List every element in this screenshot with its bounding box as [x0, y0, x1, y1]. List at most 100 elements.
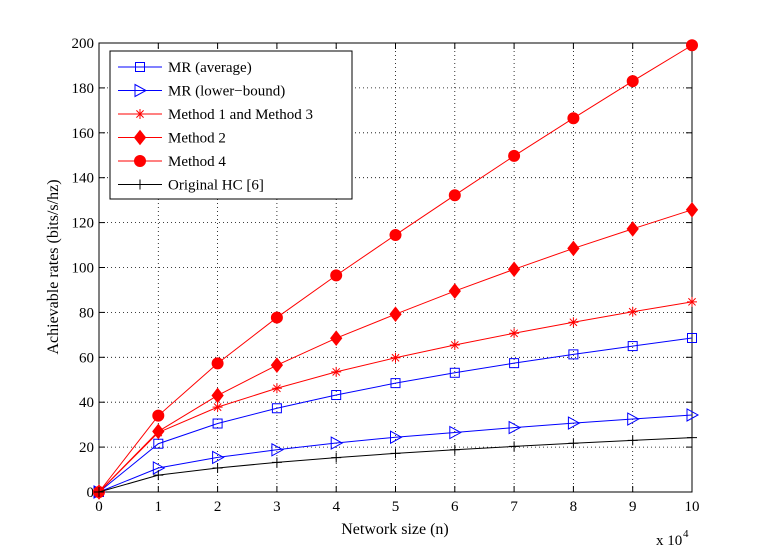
data-point-s0-7 [509, 358, 520, 369]
data-point-s5-3 [271, 457, 282, 468]
data-point-s0-9 [627, 341, 638, 352]
data-point-s5-5 [390, 448, 401, 459]
data-point-s3-8 [567, 240, 580, 257]
data-point-s0-1 [153, 438, 164, 449]
data-point-s0-4 [331, 390, 342, 401]
data-point-s4-5 [389, 228, 402, 241]
data-point-s4-7 [508, 149, 521, 162]
legend-label-4: Method 4 [168, 154, 226, 170]
legend-item-1: MR (lower−bound) [118, 84, 285, 100]
x-tick-label-1: 1 [155, 499, 163, 515]
legend-box [109, 50, 353, 200]
data-point-s1-10 [686, 408, 700, 422]
series-2 [94, 296, 697, 497]
legend-marker-0 [135, 62, 145, 72]
data-point-s4-9 [626, 75, 639, 88]
data-point-s0-6 [449, 367, 460, 378]
x-tick-label-4: 4 [332, 499, 340, 515]
series-5 [94, 432, 697, 497]
series-group [92, 39, 700, 500]
legend-label-0: MR (average) [168, 60, 252, 76]
data-point-s5-10 [687, 432, 697, 443]
data-point-s0-8 [568, 349, 579, 360]
legend-label-1: MR (lower−bound) [168, 84, 285, 100]
series-line-1 [98, 414, 693, 493]
series-0 [94, 332, 697, 497]
series-4 [93, 39, 698, 498]
x-tick-label-5: 5 [392, 499, 400, 515]
data-point-s2-9 [627, 306, 638, 317]
data-point-s3-1 [152, 423, 165, 440]
y-tick-label-2: 40 [79, 395, 94, 411]
x-tick-label-7: 7 [510, 499, 518, 515]
legend-label-3: Method 2 [168, 131, 226, 147]
series-line-0 [98, 337, 693, 493]
legend-label-2: Method 1 and Method 3 [168, 107, 313, 123]
data-point-s3-4 [330, 330, 343, 347]
y-tick-label-4: 80 [79, 305, 94, 321]
data-point-s2-5 [390, 352, 401, 363]
data-point-s4-4 [330, 269, 343, 282]
y-tick-label-10: 200 [72, 36, 95, 52]
data-point-s4-10 [686, 39, 698, 52]
x-scale-exponent: 4 [683, 528, 689, 540]
data-point-s3-6 [448, 283, 461, 299]
data-point-s2-10 [687, 296, 697, 307]
legend: MR (average) MR (lower−bound) Method 1 and… [109, 50, 353, 200]
data-point-s1-9 [627, 412, 640, 426]
legend-marker-5 [135, 179, 145, 190]
data-point-s1-7 [508, 420, 522, 435]
y-tick-label-3: 60 [79, 350, 94, 366]
x-scale-base: x 10 [656, 533, 682, 549]
data-point-s2-2 [212, 402, 223, 413]
data-point-s1-4 [330, 436, 344, 450]
data-point-s4-1 [152, 409, 165, 422]
data-point-s5-7 [509, 441, 520, 452]
data-point-s2-8 [568, 317, 579, 328]
x-tick-label-2: 2 [214, 499, 222, 515]
data-point-s0-2 [212, 418, 223, 429]
data-point-s4-8 [567, 112, 580, 125]
legend-marker-2 [135, 109, 145, 119]
data-point-s0-5 [390, 378, 401, 389]
x-tick-label-0: 0 [95, 499, 103, 515]
legend-marker-4 [134, 155, 146, 167]
data-point-s3-7 [507, 261, 521, 278]
data-point-s0-10 [687, 332, 697, 343]
y-tick-label-1: 20 [79, 440, 94, 456]
x-tick-label-3: 3 [273, 499, 281, 515]
x-tick-label-9: 9 [629, 499, 637, 515]
data-point-s2-6 [449, 339, 460, 350]
data-point-s3-5 [389, 306, 402, 323]
data-point-s5-1 [153, 470, 164, 481]
legend-item-4: Method 4 [118, 154, 226, 170]
data-point-s4-2 [211, 357, 224, 370]
data-point-s4-3 [270, 311, 283, 324]
y-tick-label-9: 180 [72, 81, 95, 97]
data-point-s3-2 [211, 387, 224, 404]
data-point-s2-4 [331, 366, 342, 377]
data-point-s1-8 [567, 416, 581, 430]
data-point-s5-9 [627, 435, 638, 446]
x-axis-label: Network size (n) [341, 521, 449, 538]
data-point-s2-7 [509, 328, 520, 339]
y-tick-label-0: 0 [87, 485, 95, 501]
data-point-s5-2 [212, 462, 223, 473]
y-tick-label-8: 160 [72, 126, 95, 142]
y-tick-label-7: 140 [72, 171, 95, 187]
x-tick-label-6: 6 [451, 499, 459, 515]
data-point-s2-3 [271, 383, 282, 394]
legend-item-5: Original HC [6] [118, 178, 264, 194]
data-point-s1-5 [390, 430, 403, 445]
data-point-s1-2 [212, 450, 225, 465]
legend-marker-1 [134, 83, 148, 98]
legend-item-0: MR (average) [118, 60, 252, 76]
data-point-s0-3 [271, 403, 282, 414]
data-point-s1-6 [449, 425, 462, 440]
legend-item-3: Method 2 [118, 129, 226, 147]
data-point-s5-6 [449, 444, 460, 455]
x-tick-label-8: 8 [570, 499, 578, 515]
data-point-s1-3 [271, 442, 284, 457]
